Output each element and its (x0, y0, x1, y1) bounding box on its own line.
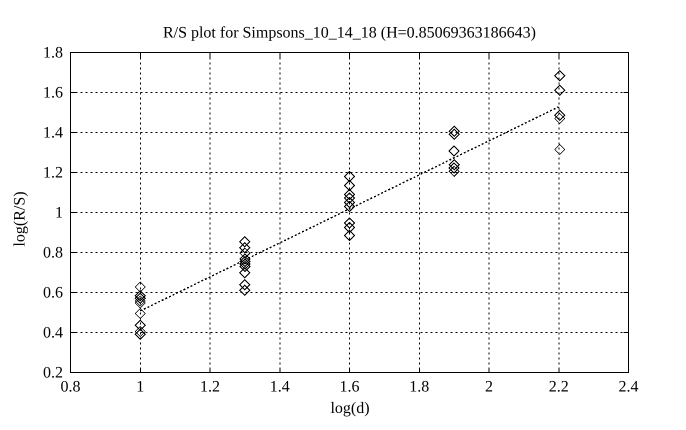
svg-text:1.8: 1.8 (409, 379, 429, 396)
svg-text:1.6: 1.6 (340, 379, 360, 396)
svg-text:0.8: 0.8 (43, 245, 63, 262)
svg-text:1.4: 1.4 (43, 125, 63, 142)
svg-text:1.4: 1.4 (270, 379, 290, 396)
svg-text:1.6: 1.6 (43, 85, 63, 102)
svg-text:2.2: 2.2 (549, 379, 569, 396)
svg-text:0.4: 0.4 (43, 325, 63, 342)
svg-text:2.4: 2.4 (619, 379, 639, 396)
svg-text:0.2: 0.2 (43, 365, 63, 382)
svg-text:R/S plot for Simpsons_10_14_18: R/S plot for Simpsons_10_14_18 (H=0.8506… (163, 25, 536, 42)
svg-text:log(R/S): log(R/S) (12, 191, 29, 246)
svg-text:1.2: 1.2 (43, 165, 63, 182)
svg-text:log(d): log(d) (330, 400, 369, 417)
svg-text:0.8: 0.8 (61, 379, 81, 396)
svg-text:2: 2 (485, 379, 493, 396)
svg-text:1.8: 1.8 (43, 45, 63, 62)
svg-text:1: 1 (55, 205, 63, 222)
svg-text:1: 1 (136, 379, 144, 396)
svg-text:1.2: 1.2 (200, 379, 220, 396)
svg-text:0.6: 0.6 (43, 285, 63, 302)
